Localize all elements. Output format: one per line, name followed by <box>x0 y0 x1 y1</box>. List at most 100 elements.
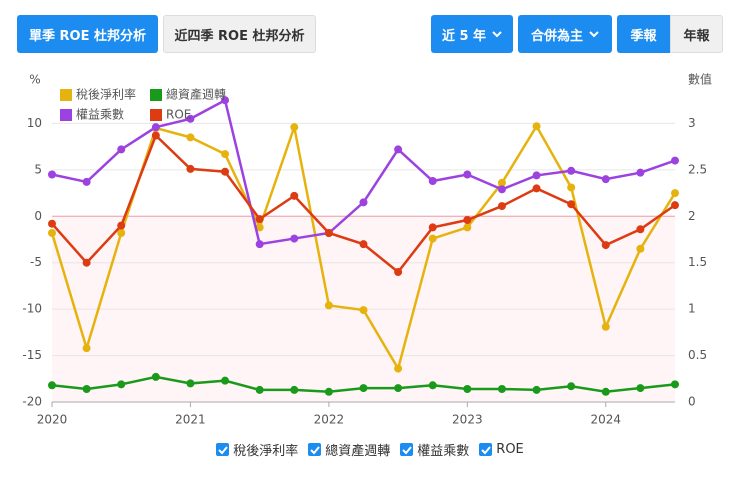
data-point <box>151 123 160 132</box>
checkbox[interactable] <box>479 443 493 456</box>
y-axis-title: % <box>29 73 40 87</box>
y2-tick-label: 2 <box>688 209 696 223</box>
report-toggle[interactable]: 季報 <box>617 15 670 53</box>
data-point <box>428 223 437 232</box>
data-point <box>567 183 576 192</box>
data-point <box>221 96 230 105</box>
data-point <box>324 301 333 310</box>
scope-dropdown[interactable]: 合併為主 <box>518 15 612 53</box>
series-toggle[interactable]: 稅後淨利率 <box>216 440 298 459</box>
x-tick-label: 2024 <box>591 413 622 427</box>
data-point <box>601 387 610 396</box>
data-point <box>671 189 679 198</box>
data-point <box>117 380 126 389</box>
data-point <box>567 166 576 175</box>
legend-swatch <box>150 109 162 121</box>
legend-swatch <box>60 109 72 121</box>
data-point <box>48 170 56 179</box>
data-point <box>428 177 437 185</box>
series-toggle[interactable]: ROE <box>479 440 524 459</box>
chevron <box>492 31 502 38</box>
y-tick-label: 0 <box>34 209 42 223</box>
data-point <box>636 244 645 253</box>
data-point <box>532 122 541 131</box>
data-point <box>567 382 576 391</box>
data-point <box>186 114 195 123</box>
dropdown-label: 合併為主 <box>530 28 583 44</box>
y2-tick-label: 1 <box>688 302 696 316</box>
y2-tick-label: 1.5 <box>688 255 707 269</box>
series-toggle[interactable]: 總資產週轉 <box>308 440 390 459</box>
period-dropdown[interactable]: 近 5 年 <box>431 15 513 53</box>
data-point <box>221 167 230 176</box>
data-point <box>567 200 576 209</box>
checkbox[interactable] <box>400 443 414 456</box>
check <box>310 445 320 454</box>
legend-swatch <box>150 89 162 101</box>
data-point <box>636 225 645 234</box>
series-toggles: 稅後淨利率 總資產週轉 權益乘數 ROE <box>0 440 740 459</box>
data-point <box>359 240 368 249</box>
data-point <box>324 387 333 396</box>
tab[interactable]: 單季 ROE 杜邦分析 <box>17 15 158 53</box>
y2-tick-label: 0.5 <box>688 348 707 362</box>
chart: % 數值 -20 -15 -10 -5 0 5 10 0 0.5 1 1.5 2 2.5 3 2020 202… <box>22 72 712 427</box>
data-point <box>221 376 230 385</box>
data-point <box>186 379 195 388</box>
y-tick-label: -10 <box>22 302 42 316</box>
tab[interactable]: 近四季 ROE 杜邦分析 <box>163 15 316 53</box>
data-point <box>497 185 506 194</box>
toggle-label: 稅後淨利率 <box>233 444 299 459</box>
data-point <box>151 131 160 140</box>
x-tick-label: 2023 <box>452 413 483 427</box>
series-toggle[interactable]: 權益乘數 <box>400 440 469 459</box>
data-point <box>463 170 472 179</box>
data-point <box>428 381 437 390</box>
data-point <box>255 240 264 249</box>
y-tick-label: -15 <box>22 348 42 362</box>
data-point <box>463 223 472 232</box>
data-point <box>497 178 506 187</box>
legend-label: 總資產週轉 <box>166 87 226 102</box>
data-point <box>394 384 403 393</box>
data-point <box>186 164 195 173</box>
data-point <box>117 229 126 237</box>
data-point <box>601 175 610 184</box>
data-point <box>82 177 91 186</box>
data-point <box>428 234 437 243</box>
checkbox[interactable] <box>216 443 230 456</box>
data-point <box>601 241 610 250</box>
data-point <box>221 150 230 159</box>
chevron <box>589 31 599 38</box>
data-point <box>117 145 126 154</box>
data-point <box>497 385 506 393</box>
y-tick-label: -20 <box>22 395 42 409</box>
legend-label: ROE <box>166 108 191 122</box>
data-point <box>394 268 403 276</box>
data-point <box>255 385 264 394</box>
data-point <box>601 322 610 331</box>
legend-label: 稅後淨利率 <box>76 87 136 102</box>
data-point <box>394 364 403 373</box>
data-point <box>290 234 299 243</box>
data-point <box>82 344 91 353</box>
data-point <box>359 198 368 207</box>
y2-tick-label: 0 <box>688 395 696 409</box>
data-point <box>117 221 126 230</box>
data-point <box>290 191 299 200</box>
data-point <box>463 216 472 224</box>
report-toggle[interactable]: 年報 <box>670 15 723 53</box>
x-tick-label: 2021 <box>175 413 206 427</box>
check <box>481 445 491 454</box>
data-point <box>532 171 541 180</box>
check <box>218 445 228 454</box>
y2-tick-label: 3 <box>688 116 696 130</box>
checkbox[interactable] <box>308 443 322 456</box>
y-tick-label: 10 <box>27 116 42 130</box>
check <box>402 445 412 454</box>
dropdown-label: 近 5 年 <box>441 28 487 44</box>
data-point <box>497 202 506 211</box>
toggle-label: 總資產週轉 <box>325 444 391 459</box>
data-point <box>48 381 56 390</box>
